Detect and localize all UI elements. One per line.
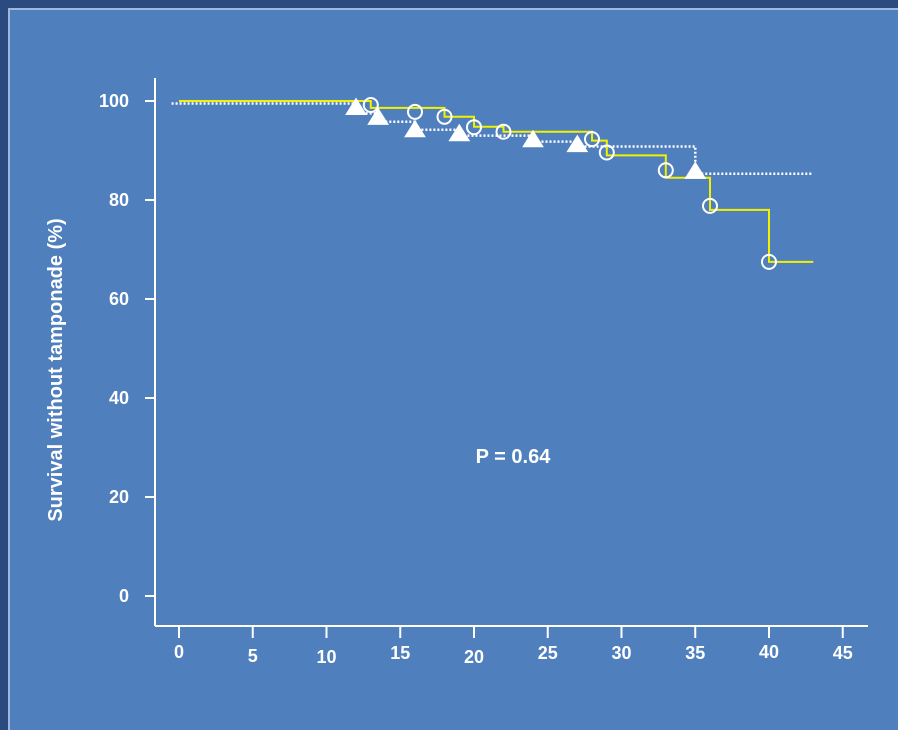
triangle-marker [404, 119, 426, 138]
circle-marker [436, 108, 453, 125]
x-tick-label: 35 [685, 643, 705, 663]
circle-marker [584, 131, 600, 148]
circle-marker [466, 119, 482, 136]
x-tick-label: 25 [538, 643, 558, 663]
axes: 0 20 40 60 80 100 0 5 10 15 20 25 30 35 40 45 [99, 78, 868, 667]
x-tick-label: 0 [174, 642, 184, 662]
y-tick-label: 100 [99, 91, 129, 111]
marker-layer [345, 97, 777, 270]
x-ticks: 0 5 10 15 20 25 30 35 40 45 [174, 626, 853, 667]
triangle-marker [566, 134, 589, 153]
triangle-marker [345, 97, 367, 115]
y-axis-title: Survival without tamponade (%) [45, 218, 67, 521]
triangle-marker [448, 123, 471, 142]
y-ticks: 0 20 40 60 80 100 [99, 91, 155, 606]
x-tick-label: 30 [611, 643, 631, 663]
circle-marker [702, 197, 718, 214]
x-tick-label: 15 [390, 643, 410, 663]
x-tick-label: 10 [316, 647, 336, 667]
series-line-dotted [171, 102, 814, 176]
circle-marker [362, 97, 379, 113]
x-tick-label: 5 [248, 646, 258, 666]
series-line-solid [179, 100, 814, 263]
x-tick-label: 20 [464, 647, 484, 667]
circle-marker [407, 103, 423, 120]
triangle-marker [522, 129, 544, 148]
y-tick-label: 80 [109, 190, 129, 210]
p-value-annotation: P = 0.64 [476, 446, 552, 468]
slide-background [8, 8, 898, 730]
triangle-marker [684, 161, 707, 179]
y-tick-label: 0 [119, 586, 129, 606]
series-layer [171, 100, 814, 263]
circle-marker [657, 162, 674, 179]
circle-marker [598, 144, 615, 161]
y-tick-label: 40 [109, 388, 129, 408]
y-tick-label: 20 [109, 487, 129, 507]
circle-marker [761, 253, 777, 270]
circle-marker [495, 123, 512, 140]
x-tick-label: 45 [833, 643, 853, 663]
y-tick-label: 60 [109, 289, 129, 309]
x-tick-label: 40 [759, 642, 779, 662]
triangle-marker [367, 107, 390, 125]
